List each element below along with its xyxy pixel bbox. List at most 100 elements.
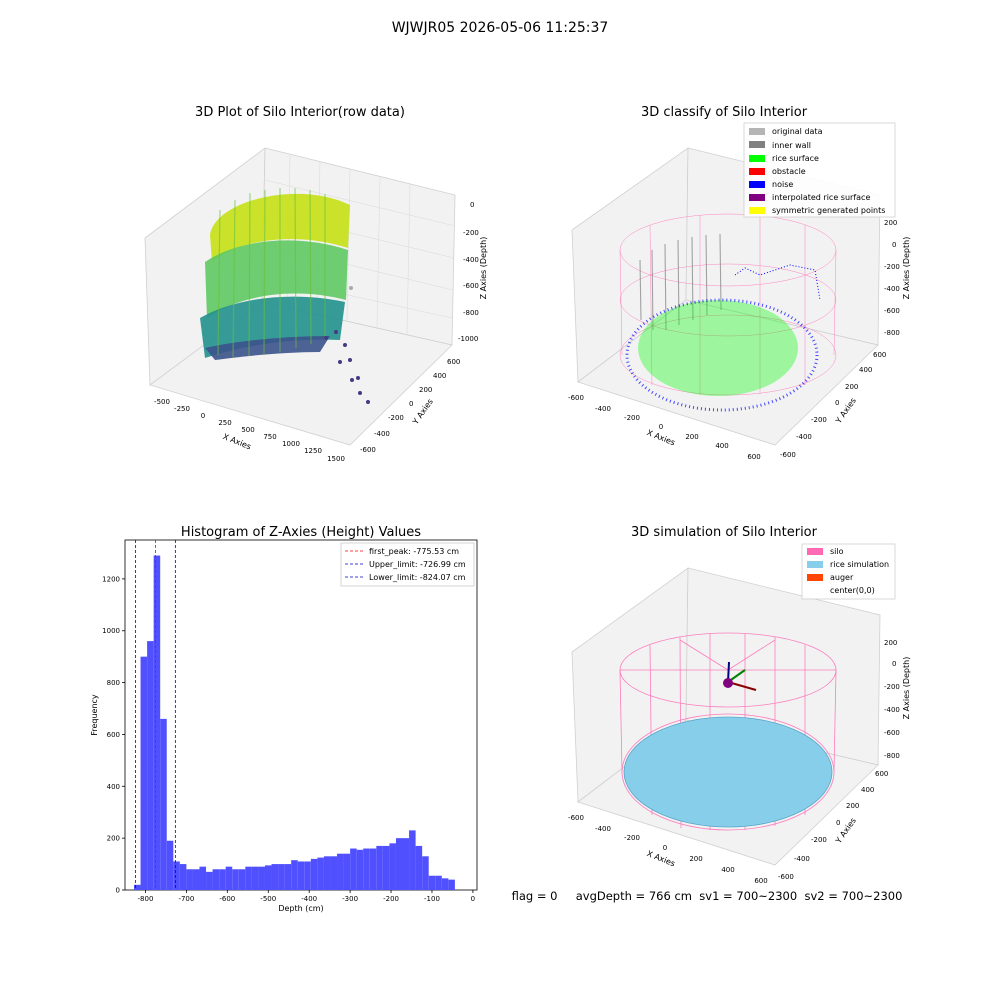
panel-3d-raw: 3D Plot of Silo Interior(row data)	[144, 105, 488, 463]
histogram-bar	[140, 656, 148, 890]
legend-swatch-silo	[807, 548, 823, 555]
histogram-legend-label: Lower_limit: -824.07 cm	[369, 573, 466, 582]
tick-label: -400	[884, 706, 900, 714]
histogram-bar	[199, 866, 207, 890]
tick-label: 0	[659, 423, 663, 431]
tick-label: 600	[447, 358, 460, 366]
tick-label: 400	[859, 366, 872, 374]
histogram-bar	[448, 879, 455, 890]
tick-label: 0	[201, 412, 205, 420]
legend-swatch-noise	[749, 181, 765, 188]
histogram-bar	[160, 718, 167, 890]
histogram-bar	[271, 864, 279, 890]
tick-label: 0	[892, 660, 896, 668]
tick-label: -200	[624, 834, 640, 842]
tick-label: 600	[875, 770, 888, 778]
y-tick-label: 400	[107, 783, 120, 791]
tick-label: 400	[433, 372, 446, 380]
y-tick-label: 1000	[102, 627, 120, 635]
histogram-bar	[212, 869, 220, 890]
tick-label: 200	[884, 639, 897, 647]
histogram-bar	[389, 843, 396, 890]
legend-label: rice surface	[772, 154, 819, 163]
tick-label: -400	[595, 405, 611, 413]
tick-label: 0	[835, 399, 839, 407]
tick-label: -200	[624, 414, 640, 422]
x-tick-label: 0	[471, 895, 475, 903]
histogram-bar	[409, 830, 416, 890]
tick-label: 250	[218, 419, 231, 427]
legend-label: original data	[772, 127, 823, 136]
legend-label: interpolated rice surface	[772, 193, 870, 202]
legend-swatch-symmetric	[749, 207, 765, 214]
histogram-bar	[284, 864, 292, 890]
histogram-xlabel: Depth (cm)	[278, 904, 323, 913]
histogram-bar	[238, 869, 246, 890]
tick-label: -400	[796, 433, 812, 441]
tick-label: 500	[241, 426, 254, 434]
histogram-bar	[186, 869, 193, 890]
tick-label: -200	[811, 416, 827, 424]
tick-label: -200	[884, 683, 900, 691]
panel-3d-raw-xticks: -500 -250 0 250 500 750 1000 1250 1500	[154, 398, 345, 463]
histogram-bar	[192, 869, 200, 890]
y-tick-label: 600	[107, 731, 120, 739]
tick-label: 400	[861, 786, 874, 794]
histogram-bar	[369, 848, 377, 890]
legend-swatch-obstacle	[749, 168, 765, 175]
panel-3d-sim-auger	[723, 661, 757, 691]
histogram-bar	[428, 875, 436, 890]
tick-label: -400	[884, 285, 900, 293]
tick-label: -400	[595, 825, 611, 833]
legend-swatch-inner-wall	[749, 141, 765, 148]
tick-label: 200	[884, 219, 897, 227]
panel-3d-sim-xticks: -600 -400 -200 0 200 400 600	[568, 814, 768, 885]
tick-label: 750	[263, 433, 276, 441]
x-tick-label: -700	[178, 895, 194, 903]
panel-3d-raw-yticks: 600 400 200 0 -200 -400 -600	[360, 358, 460, 454]
tick-label: 0	[892, 241, 896, 249]
histogram-bar	[179, 864, 187, 890]
histogram-bar	[323, 856, 331, 890]
panel-3d-raw-title: 3D Plot of Silo Interior(row data)	[195, 105, 405, 120]
histogram-bar	[356, 849, 364, 890]
histogram-legend-label: Upper_limit: -726.99 cm	[369, 560, 466, 569]
histogram-bar	[376, 845, 383, 890]
legend-label: auger	[830, 573, 854, 582]
panel-3d-classify-title: 3D classify of Silo Interior	[641, 105, 808, 120]
tick-label: -800	[884, 329, 900, 337]
panel-3d-raw-cloud	[200, 187, 370, 404]
tick-label: 0	[836, 819, 840, 827]
tick-label: -600	[360, 446, 376, 454]
histogram-bar	[304, 861, 311, 890]
histogram-bar	[134, 884, 141, 890]
figure-suptitle: WJWJR05 2026-05-06 11:25:37	[392, 20, 609, 36]
x-tick-label: -100	[424, 895, 440, 903]
tick-label: -600	[884, 307, 900, 315]
histogram-bar	[245, 866, 252, 890]
panel-histogram: Histogram of Z-Axies (Height) Values -80…	[90, 525, 478, 913]
tick-label: 0	[409, 400, 413, 408]
tick-label: 600	[747, 453, 760, 461]
tick-label: -600	[884, 729, 900, 737]
x-tick-label: -400	[301, 895, 317, 903]
legend-swatch-interpolated	[749, 194, 765, 201]
tick-label: -400	[374, 430, 390, 438]
panel-3d-sim-yticks: 600 400 200 0 -200 -400 -600	[778, 770, 888, 881]
tick-label: -600	[780, 451, 796, 459]
panel-3d-classify-wall	[639, 233, 722, 331]
tick-label: 600	[873, 351, 886, 359]
tick-label: 200	[685, 433, 698, 441]
tick-label: 0	[470, 201, 474, 209]
tick-label: 1500	[327, 455, 345, 463]
histogram-xticks: -800 -700 -600 -500 -400 -300 -200 -100 0	[138, 890, 475, 903]
tick-label: -600	[568, 814, 584, 822]
panel-3d-sim-legend: silo rice simulation auger center(0,0)	[801, 543, 896, 600]
histogram-legend-label: first_peak: -775.53 cm	[369, 547, 459, 556]
panel-3d-sim-xlabel: X Axies	[646, 849, 677, 868]
histogram-plot-frame	[124, 539, 478, 891]
panel-3d-classify-zlabel: Z Axies (Depth)	[902, 237, 911, 300]
tick-label: -800	[463, 309, 479, 317]
x-tick-label: -800	[138, 895, 154, 903]
tick-label: 1000	[282, 440, 300, 448]
